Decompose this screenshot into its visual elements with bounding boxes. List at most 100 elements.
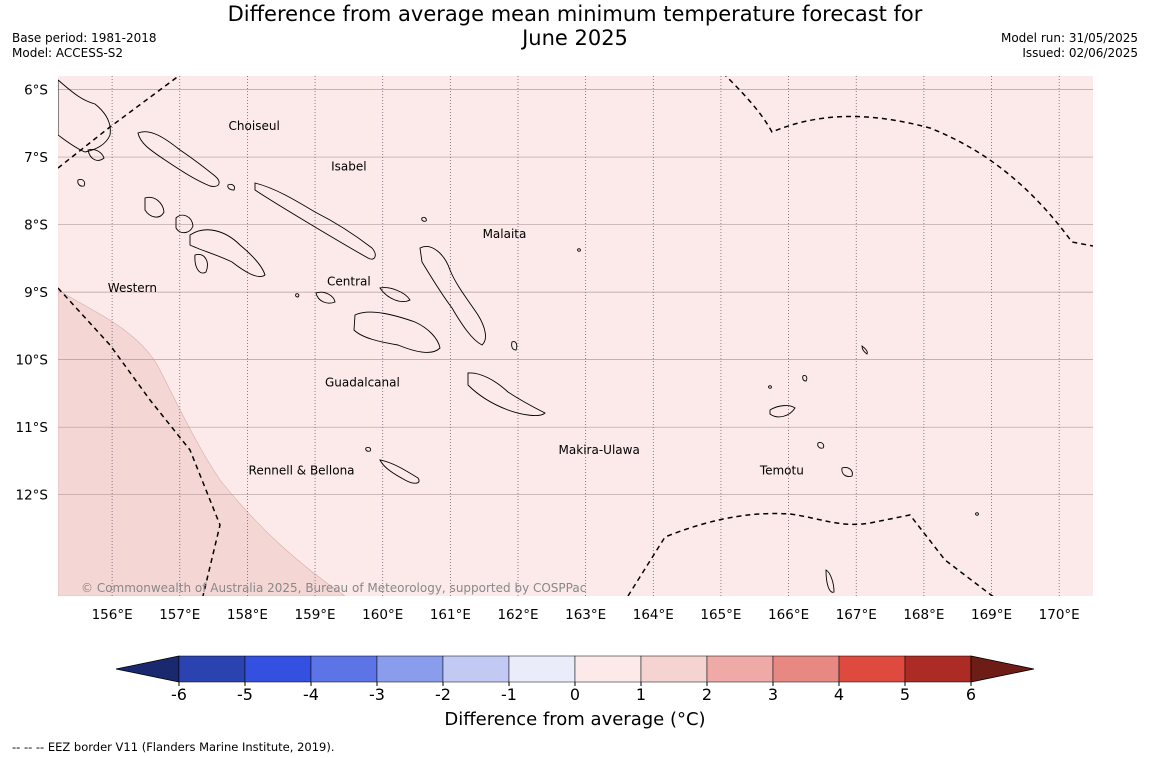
- coastlines: [58, 79, 979, 593]
- island-temotu-2: [817, 442, 825, 449]
- lon-tick-label: 156°E: [92, 607, 133, 623]
- graticule: [58, 76, 1093, 596]
- lon-tick-label: 161°E: [430, 607, 471, 623]
- lat-tick-label: 10°S: [16, 353, 49, 369]
- longitude-labels: 156°E 157°E 158°E 159°E 160°E 161°E 162°E 163°E…: [92, 607, 1080, 623]
- colorbar-segment: [640, 655, 708, 683]
- lat-tick-label: 8°S: [24, 218, 48, 234]
- lon-tick-label: 165°E: [700, 607, 741, 623]
- colorbar-segment: [904, 655, 972, 683]
- colorbar-tick-label: -3: [369, 685, 385, 700]
- lon-tick-label: 159°E: [295, 607, 336, 623]
- province-labels: Choiseul Isabel Malaita Western Central Guada…: [108, 119, 804, 477]
- province-label: Guadalcanal: [325, 376, 400, 390]
- island-small-3: [802, 375, 808, 382]
- lon-tick-label: 157°E: [159, 607, 200, 623]
- colorbar-tick-label: 2: [702, 685, 712, 700]
- island-bougainville: [58, 79, 111, 153]
- island-choiseul: [137, 131, 220, 187]
- colorbar-tick-label: 0: [570, 685, 580, 700]
- base-period: Base period: 1981-2018: [12, 31, 157, 45]
- colorbar-segment: [178, 655, 246, 683]
- province-label: Malaita: [483, 227, 527, 241]
- colorbar-extend-low: [115, 655, 180, 683]
- colorbar-tick-label: -6: [171, 685, 187, 700]
- lon-tick-label: 169°E: [971, 607, 1012, 623]
- colorbar-segment: [310, 655, 378, 683]
- issued-date: Issued: 02/06/2025: [1022, 46, 1138, 60]
- lat-tick-label: 6°S: [24, 83, 48, 99]
- colorbar-segment: [706, 655, 774, 683]
- colorbar-extend-high: [970, 655, 1035, 683]
- anomaly-zone-1-to-2: [58, 289, 346, 596]
- province-label: Temotu: [759, 463, 804, 477]
- colorbar-segment: [244, 655, 312, 683]
- island-small-4: [768, 385, 772, 389]
- lon-tick-label: 158°E: [227, 607, 268, 623]
- colorbar-label: Difference from average (°C): [444, 709, 706, 730]
- colorbar-tick-label: 3: [768, 685, 778, 700]
- forecast-info-left: Base period: 1981-2018 Model: ACCESS-S2: [12, 31, 157, 61]
- copyright-text: © Commonwealth of Australia 2025, Bureau…: [81, 581, 586, 595]
- island-small-6: [577, 248, 581, 252]
- island-malaita: [419, 246, 486, 346]
- island-temotu-3: [841, 467, 853, 477]
- lon-tick-label: 160°E: [362, 607, 403, 623]
- island-anuta: [975, 512, 979, 516]
- lat-tick-label: 7°S: [24, 150, 48, 166]
- colorbar-tick-label: -2: [435, 685, 451, 700]
- title-line-2: June 2025: [522, 26, 628, 50]
- province-label: Central: [327, 274, 371, 288]
- forecast-map: Choiseul Isabel Malaita Western Central Guada…: [16, 76, 1093, 700]
- colorbar-tick-label: 4: [834, 685, 844, 700]
- latitude-labels: 6°S 7°S 8°S 9°S 10°S 11°S 12°S: [16, 83, 49, 504]
- island-isabel: [254, 182, 376, 260]
- colorbar-tick-label: 6: [966, 685, 976, 700]
- lon-tick-label: 170°E: [1039, 607, 1080, 623]
- lon-tick-label: 168°E: [903, 607, 944, 623]
- province-label: Western: [108, 281, 157, 295]
- map-title: Difference from average mean minimum tem…: [0, 2, 1150, 50]
- colorbar-segment: [442, 655, 510, 683]
- island-shortland: [77, 179, 86, 187]
- island-russell: [295, 293, 300, 298]
- island-kolombangara: [175, 214, 194, 234]
- island-bellona: [365, 446, 372, 452]
- colorbar-tick-label: -1: [501, 685, 517, 700]
- island-temotu-1: [769, 405, 796, 418]
- colorbar-segment: [508, 655, 576, 683]
- province-label: Choiseul: [229, 119, 280, 133]
- colorbar-tick-label: -5: [237, 685, 253, 700]
- lon-tick-label: 166°E: [768, 607, 809, 623]
- island-small-1: [421, 216, 427, 222]
- island-nggela-2: [379, 287, 411, 302]
- colorbar-segment: [772, 655, 840, 683]
- lon-tick-label: 163°E: [565, 607, 606, 623]
- eez-legend-note: -- -- -- EEZ border V11 (Flanders Marine…: [12, 740, 335, 754]
- eez-border-east: [724, 76, 1093, 247]
- lat-tick-label: 9°S: [24, 285, 48, 301]
- island-small-5: [861, 345, 868, 355]
- colorbar-segment: [574, 655, 642, 683]
- forecast-info-right: Model run: 31/05/2025 Issued: 02/06/2025: [1001, 31, 1138, 61]
- colorbar-segment: [838, 655, 906, 683]
- island-tikopia: [825, 569, 835, 593]
- province-label: Makira-Ulawa: [559, 443, 640, 457]
- island-guadalcanal: [353, 311, 441, 353]
- province-label: Rennell & Bellona: [249, 463, 355, 477]
- island-nggela: [315, 291, 336, 304]
- colorbar-tick-label: 5: [900, 685, 910, 700]
- title-line-1: Difference from average mean minimum tem…: [227, 2, 923, 26]
- island-makira: [467, 372, 546, 417]
- model-name: Model: ACCESS-S2: [12, 46, 124, 60]
- lon-tick-label: 162°E: [497, 607, 538, 623]
- island-choiseul-east: [227, 183, 235, 191]
- lat-tick-label: 12°S: [16, 488, 49, 504]
- island-png-small: [87, 149, 105, 161]
- island-rennell: [379, 459, 420, 484]
- colorbar-tick-label: -4: [303, 685, 319, 700]
- island-rendova: [194, 254, 208, 274]
- lon-tick-label: 167°E: [836, 607, 877, 623]
- model-run: Model run: 31/05/2025: [1000, 31, 1138, 45]
- colorbar-tick-label: 1: [636, 685, 646, 700]
